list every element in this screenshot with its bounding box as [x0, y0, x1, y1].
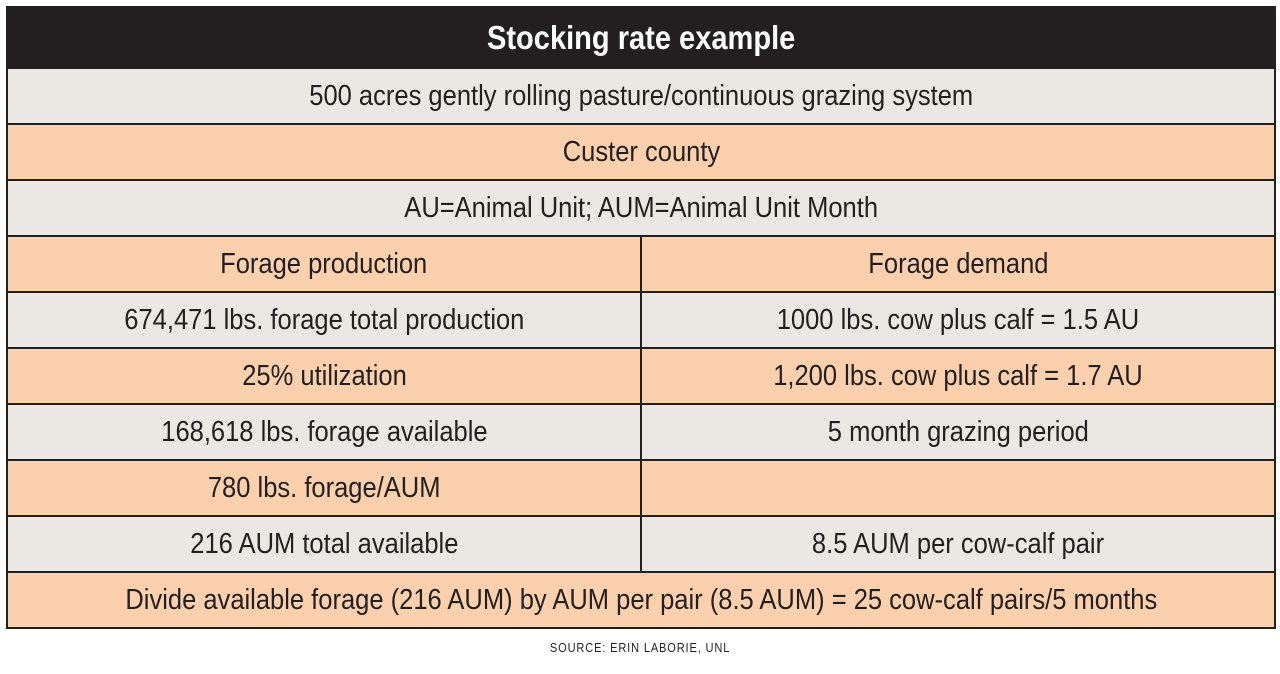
- cell: 500 acres gently rolling pasture/continu…: [8, 69, 1274, 123]
- data-row: 216 AUM total available 8.5 AUM per cow-c…: [8, 515, 1274, 571]
- source-note: SOURCE: ERIN LABORIE, UNL: [0, 640, 1280, 655]
- intro-row: AU=Animal Unit; AUM=Animal Unit Month: [8, 179, 1274, 235]
- data-row: 25% utilization 1,200 lbs. cow plus calf …: [8, 347, 1274, 403]
- source: SOURCE: ERIN LABORIE, UNL: [549, 640, 731, 655]
- cell: Forage demand: [640, 237, 1274, 291]
- cell-text: 1000 lbs. cow plus calf = 1.5 AU: [776, 303, 1140, 336]
- cell-text: Divide available forage (216 AUM) by AUM…: [125, 583, 1157, 616]
- title-row: Stocking rate example: [8, 8, 1274, 67]
- intro-row: Custer county: [8, 123, 1274, 179]
- cell-text: Forage demand: [867, 247, 1049, 280]
- cell: AU=Animal Unit; AUM=Animal Unit Month: [8, 181, 1274, 235]
- cell-text: Forage production: [220, 247, 428, 280]
- cell-text: 216 AUM total available: [189, 527, 459, 560]
- cell: 5 month grazing period: [640, 405, 1274, 459]
- data-row: 780 lbs. forage/AUM: [8, 459, 1274, 515]
- cell-text: 168,618 lbs. forage available: [160, 415, 488, 448]
- cell-text: Custer county: [562, 135, 720, 168]
- cell: 25% utilization: [8, 349, 640, 403]
- cell: 8.5 AUM per cow-calf pair: [640, 517, 1274, 571]
- cell-text: 5 month grazing period: [827, 415, 1089, 448]
- cell: 1,200 lbs. cow plus calf = 1.7 AU: [640, 349, 1274, 403]
- cell: [640, 461, 1274, 515]
- cell-text: 780 lbs. forage/AUM: [207, 471, 441, 504]
- cell-text: 500 acres gently rolling pasture/continu…: [309, 79, 973, 112]
- cell: 168,618 lbs. forage available: [8, 405, 640, 459]
- cell-text: 8.5 AUM per cow-calf pair: [811, 527, 1105, 560]
- cell: Custer county: [8, 125, 1274, 179]
- cell: Forage production: [8, 237, 640, 291]
- cell-text: AU=Animal Unit; AUM=Animal Unit Month: [404, 191, 878, 224]
- cell-text: 25% utilization: [241, 359, 407, 392]
- cell: 780 lbs. forage/AUM: [8, 461, 640, 515]
- conclusion-row: Divide available forage (216 AUM) by AUM…: [8, 571, 1274, 627]
- stocking-table: Stocking rate example 500 acres gently r…: [6, 6, 1276, 629]
- data-row: 674,471 lbs. forage total production 1000…: [8, 291, 1274, 347]
- intro-row: 500 acres gently rolling pasture/continu…: [8, 67, 1274, 123]
- title-cell: Stocking rate example: [8, 8, 1274, 67]
- cell-text: 1,200 lbs. cow plus calf = 1.7 AU: [773, 359, 1143, 392]
- cell: Divide available forage (216 AUM) by AUM…: [8, 573, 1274, 627]
- cell: 1000 lbs. cow plus calf = 1.5 AU: [640, 293, 1274, 347]
- data-row: 168,618 lbs. forage available 5 month gra…: [8, 403, 1274, 459]
- header-row: Forage production Forage demand: [8, 235, 1274, 291]
- cell-text: 674,471 lbs. forage total production: [123, 303, 525, 336]
- title: Stocking rate example: [486, 18, 796, 56]
- cell: 674,471 lbs. forage total production: [8, 293, 640, 347]
- cell: 216 AUM total available: [8, 517, 640, 571]
